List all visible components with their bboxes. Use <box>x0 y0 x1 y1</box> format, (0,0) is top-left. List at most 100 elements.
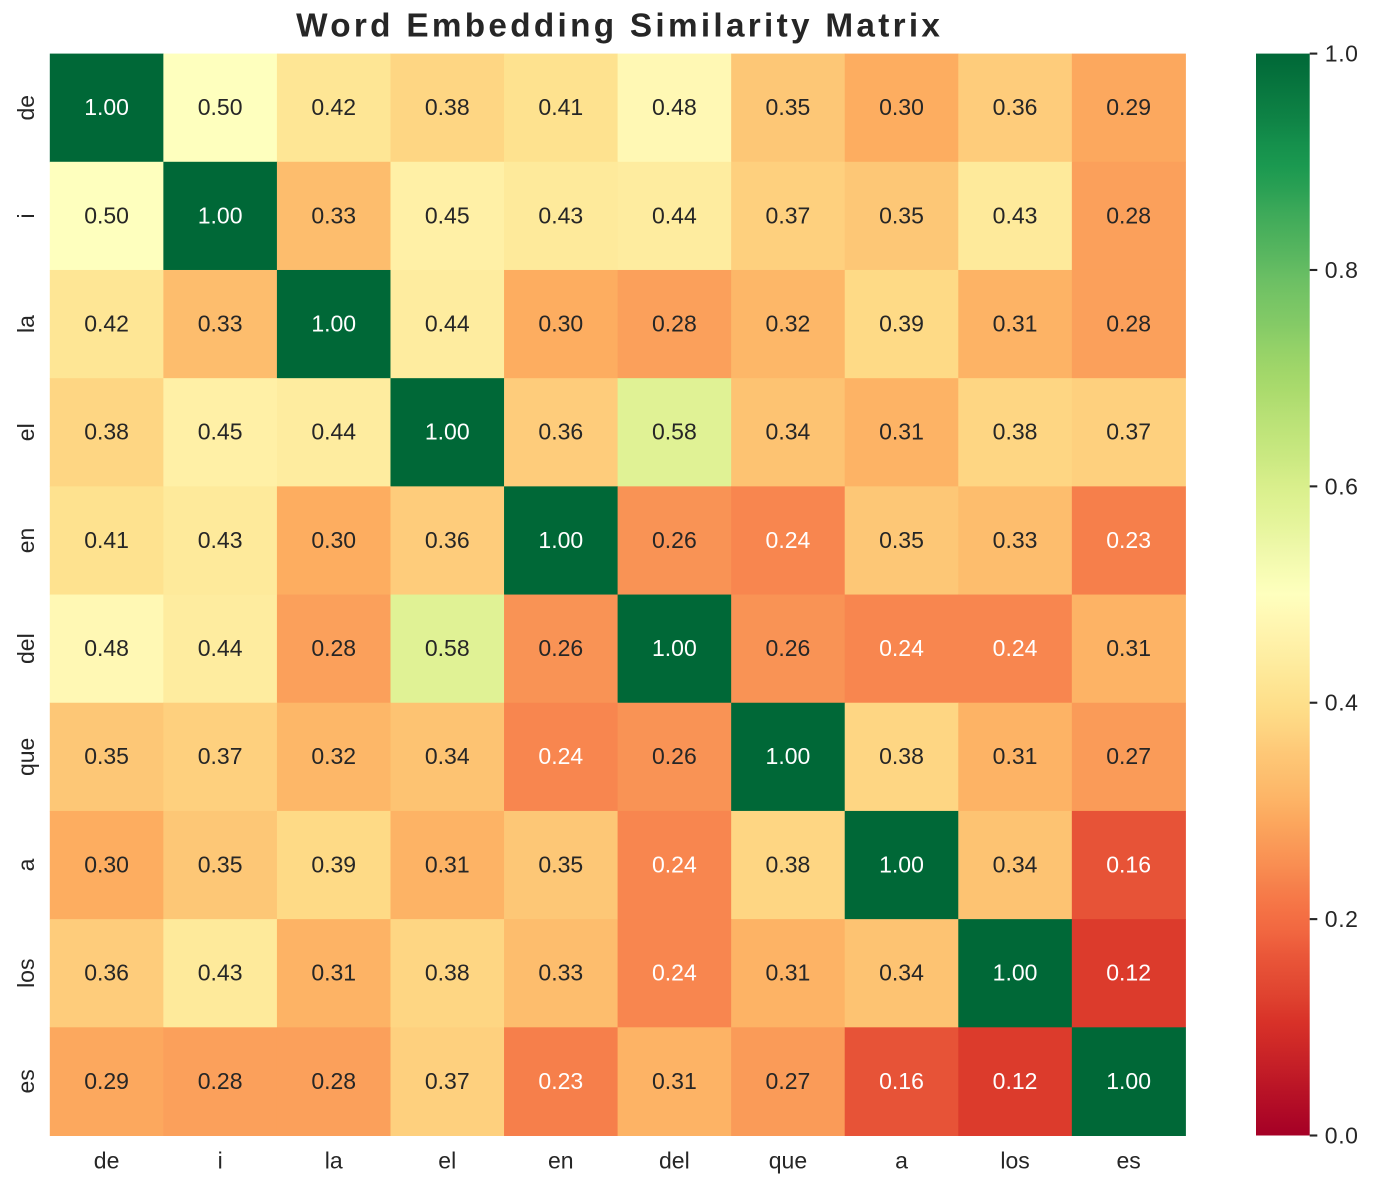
svg-text:0.42: 0.42 <box>311 94 356 120</box>
svg-text:0.37: 0.37 <box>198 743 243 769</box>
svg-text:0.44: 0.44 <box>652 202 697 228</box>
svg-text:0.30: 0.30 <box>84 851 129 877</box>
svg-text:0.33: 0.33 <box>993 527 1038 553</box>
svg-text:0.2: 0.2 <box>1325 906 1359 932</box>
svg-text:0.45: 0.45 <box>198 419 243 445</box>
svg-text:0.27: 0.27 <box>1106 743 1151 769</box>
svg-text:en: en <box>13 528 39 554</box>
svg-text:0.34: 0.34 <box>993 851 1038 877</box>
svg-text:0.31: 0.31 <box>993 743 1038 769</box>
svg-text:0.28: 0.28 <box>311 1068 356 1094</box>
svg-text:0.16: 0.16 <box>1106 851 1151 877</box>
svg-text:0.38: 0.38 <box>993 419 1038 445</box>
svg-text:0.43: 0.43 <box>198 527 243 553</box>
svg-text:es: es <box>1116 1147 1140 1173</box>
svg-text:0.23: 0.23 <box>538 1068 583 1094</box>
svg-text:0.44: 0.44 <box>198 635 243 661</box>
svg-text:1.0: 1.0 <box>1325 41 1359 67</box>
svg-text:0.58: 0.58 <box>425 635 470 661</box>
svg-text:1.00: 1.00 <box>198 202 243 228</box>
svg-text:0.37: 0.37 <box>766 202 811 228</box>
svg-text:0.31: 0.31 <box>879 419 924 445</box>
svg-text:de: de <box>13 95 39 121</box>
svg-text:0.24: 0.24 <box>879 635 924 661</box>
svg-text:0.27: 0.27 <box>766 1068 811 1094</box>
svg-text:0.26: 0.26 <box>652 527 697 553</box>
svg-text:0.28: 0.28 <box>1106 310 1151 336</box>
svg-text:1.00: 1.00 <box>84 94 129 120</box>
svg-text:0.33: 0.33 <box>311 202 356 228</box>
svg-text:0.48: 0.48 <box>84 635 129 661</box>
svg-text:0.26: 0.26 <box>652 743 697 769</box>
svg-text:1.00: 1.00 <box>538 527 583 553</box>
svg-text:1.00: 1.00 <box>1106 1068 1151 1094</box>
svg-text:0.36: 0.36 <box>425 527 470 553</box>
svg-text:que: que <box>769 1147 807 1173</box>
svg-text:0.6: 0.6 <box>1325 473 1359 499</box>
svg-text:0.12: 0.12 <box>1106 960 1151 986</box>
svg-text:0.35: 0.35 <box>879 527 924 553</box>
svg-text:es: es <box>13 1069 39 1093</box>
svg-text:0.24: 0.24 <box>766 527 811 553</box>
svg-text:0.28: 0.28 <box>1106 202 1151 228</box>
svg-text:0.36: 0.36 <box>538 419 583 445</box>
svg-text:0.48: 0.48 <box>652 94 697 120</box>
svg-text:0.31: 0.31 <box>1106 635 1151 661</box>
svg-text:0.0: 0.0 <box>1325 1122 1359 1148</box>
svg-text:el: el <box>13 423 39 441</box>
svg-text:0.30: 0.30 <box>538 310 583 336</box>
svg-text:1.00: 1.00 <box>652 635 697 661</box>
svg-text:0.33: 0.33 <box>538 960 583 986</box>
svg-text:0.16: 0.16 <box>879 1068 924 1094</box>
svg-text:0.4: 0.4 <box>1325 690 1359 716</box>
svg-text:0.31: 0.31 <box>766 960 811 986</box>
svg-text:0.38: 0.38 <box>84 419 129 445</box>
svg-text:la: la <box>13 315 39 333</box>
svg-text:0.23: 0.23 <box>1106 527 1151 553</box>
svg-text:0.38: 0.38 <box>425 94 470 120</box>
svg-text:0.28: 0.28 <box>311 635 356 661</box>
svg-text:0.8: 0.8 <box>1325 257 1359 283</box>
svg-text:0.35: 0.35 <box>84 743 129 769</box>
svg-text:0.26: 0.26 <box>766 635 811 661</box>
svg-text:0.39: 0.39 <box>879 310 924 336</box>
svg-text:de: de <box>94 1147 120 1173</box>
svg-text:0.28: 0.28 <box>198 1068 243 1094</box>
svg-text:0.43: 0.43 <box>198 960 243 986</box>
svg-text:0.31: 0.31 <box>425 851 470 877</box>
svg-text:0.44: 0.44 <box>425 310 470 336</box>
svg-text:0.34: 0.34 <box>766 419 811 445</box>
svg-text:0.37: 0.37 <box>425 1068 470 1094</box>
svg-text:0.37: 0.37 <box>1106 419 1151 445</box>
svg-text:1.00: 1.00 <box>425 419 470 445</box>
svg-text:0.35: 0.35 <box>198 851 243 877</box>
svg-text:0.28: 0.28 <box>652 310 697 336</box>
svg-text:a: a <box>13 858 39 871</box>
svg-text:el: el <box>438 1147 456 1173</box>
svg-text:0.24: 0.24 <box>538 743 583 769</box>
svg-text:0.38: 0.38 <box>766 851 811 877</box>
svg-text:0.58: 0.58 <box>652 419 697 445</box>
svg-text:0.44: 0.44 <box>311 419 356 445</box>
svg-text:la: la <box>325 1147 343 1173</box>
svg-text:a: a <box>895 1147 908 1173</box>
svg-text:0.24: 0.24 <box>652 960 697 986</box>
svg-text:0.39: 0.39 <box>311 851 356 877</box>
svg-text:0.38: 0.38 <box>879 743 924 769</box>
svg-text:los: los <box>1000 1147 1029 1173</box>
svg-text:0.32: 0.32 <box>766 310 811 336</box>
svg-text:0.50: 0.50 <box>198 94 243 120</box>
svg-text:0.36: 0.36 <box>993 94 1038 120</box>
svg-text:0.41: 0.41 <box>538 94 583 120</box>
svg-text:i: i <box>218 1147 223 1173</box>
svg-text:0.42: 0.42 <box>84 310 129 336</box>
svg-text:1.00: 1.00 <box>311 310 356 336</box>
svg-text:0.32: 0.32 <box>311 743 356 769</box>
svg-text:0.30: 0.30 <box>311 527 356 553</box>
svg-text:0.45: 0.45 <box>425 202 470 228</box>
svg-text:0.35: 0.35 <box>538 851 583 877</box>
svg-text:0.35: 0.35 <box>879 202 924 228</box>
svg-text:0.26: 0.26 <box>538 635 583 661</box>
svg-text:0.34: 0.34 <box>879 960 924 986</box>
svg-text:0.31: 0.31 <box>652 1068 697 1094</box>
